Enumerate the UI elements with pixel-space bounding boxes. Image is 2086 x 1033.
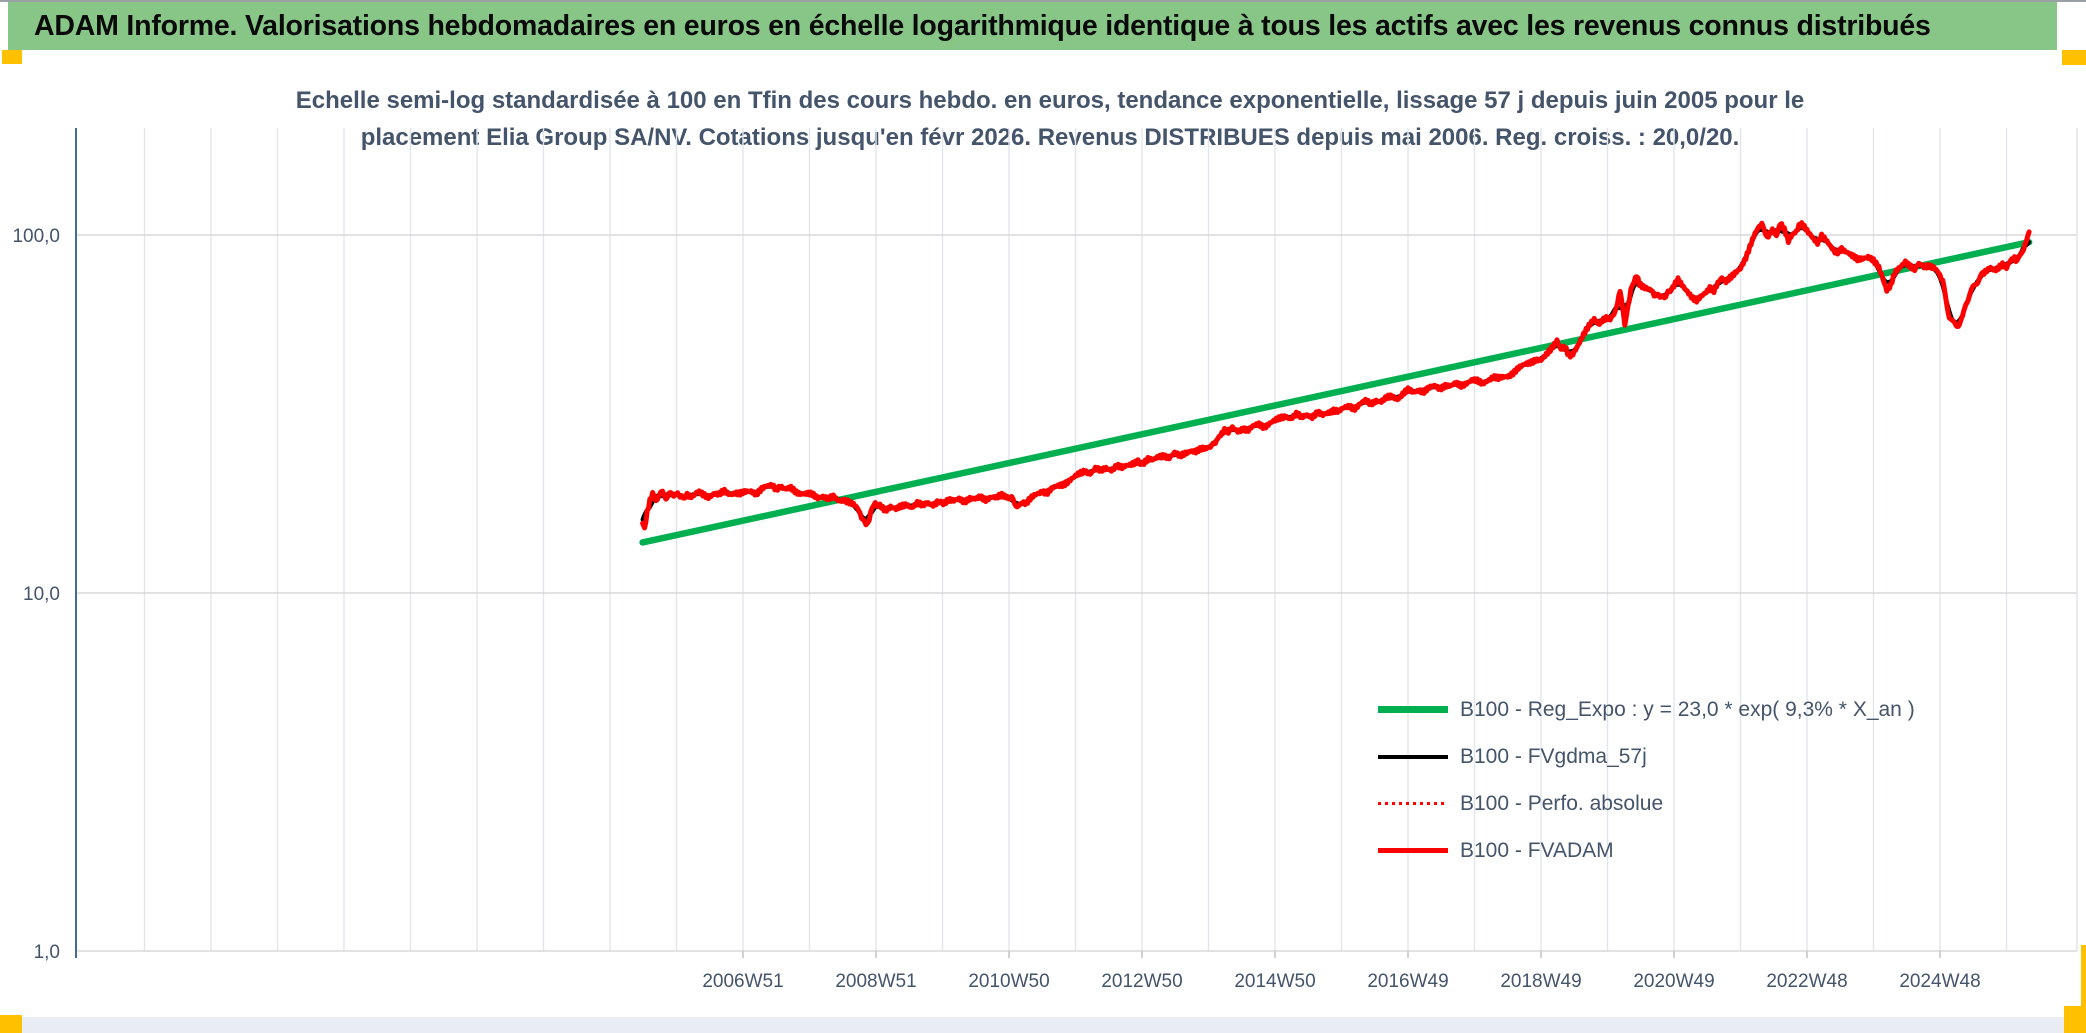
- legend-label: B100 - Reg_Expo : y = 23,0 * exp( 9,3% *…: [1460, 697, 1915, 721]
- legend-label: B100 - Perfo. absolue: [1460, 791, 1664, 815]
- y-tick-label: 10,0: [23, 584, 60, 605]
- y-tick-label: 1,0: [34, 942, 60, 963]
- chart-legend: B100 - Reg_Expo : y = 23,0 * exp( 9,3% *…: [1378, 686, 1915, 874]
- legend-line-icon: [1378, 848, 1448, 853]
- series-line-fvgdma-57j: [640, 226, 2032, 522]
- bottom-border: [0, 1017, 2086, 1033]
- x-tick-label: 2006W51: [702, 971, 783, 992]
- x-tick-label: 2024W48: [1899, 971, 1980, 992]
- series-line-perfo-absolue: [641, 221, 2031, 530]
- legend-label: B100 - FVgdma_57j: [1460, 744, 1647, 768]
- legend-line-icon: [1378, 802, 1448, 805]
- legend-line-icon: [1378, 706, 1448, 713]
- top-border: [0, 0, 2086, 2]
- corner-accent-top-right: [2062, 50, 2086, 65]
- x-tick-label: 2016W49: [1367, 971, 1448, 992]
- right-border: [2081, 945, 2086, 1033]
- series-line-fvadam: [640, 220, 2032, 531]
- legend-line-icon: [1378, 754, 1448, 759]
- y-tick-label: 100,0: [12, 226, 60, 247]
- legend-item-fvgdma: B100 - FVgdma_57j: [1378, 733, 1915, 780]
- x-tick-label: 2014W50: [1234, 971, 1315, 992]
- x-tick-label: 2010W50: [968, 971, 1049, 992]
- x-tick-label: 2012W50: [1101, 971, 1182, 992]
- x-tick-label: 2008W51: [835, 971, 916, 992]
- corner-accent-top-left: [2, 50, 22, 64]
- chart-subtitle: Echelle semi-log standardisée à 100 en T…: [30, 82, 2070, 156]
- x-tick-label: 2018W49: [1500, 971, 1581, 992]
- subtitle-line-1: Echelle semi-log standardisée à 100 en T…: [295, 87, 1805, 114]
- title-banner: ADAM Informe. Valorisations hebdomadaire…: [8, 2, 2057, 50]
- legend-label: B100 - FVADAM: [1460, 838, 1614, 862]
- legend-item-fvadam: B100 - FVADAM: [1378, 827, 1915, 874]
- x-tick-label: 2022W48: [1766, 971, 1847, 992]
- page-title: ADAM Informe. Valorisations hebdomadaire…: [34, 9, 1931, 42]
- legend-item-perfo: B100 - Perfo. absolue: [1378, 780, 1915, 827]
- x-tick-label: 2020W49: [1633, 971, 1714, 992]
- subtitle-line-2: placement Elia Group SA/NV. Cotations ju…: [360, 124, 1740, 151]
- corner-accent-bottom-right: [2064, 1006, 2086, 1033]
- legend-item-reg-expo: B100 - Reg_Expo : y = 23,0 * exp( 9,3% *…: [1378, 686, 1915, 733]
- corner-accent-bottom-left: [0, 1015, 22, 1033]
- series-line-reg-expo: [639, 238, 2033, 546]
